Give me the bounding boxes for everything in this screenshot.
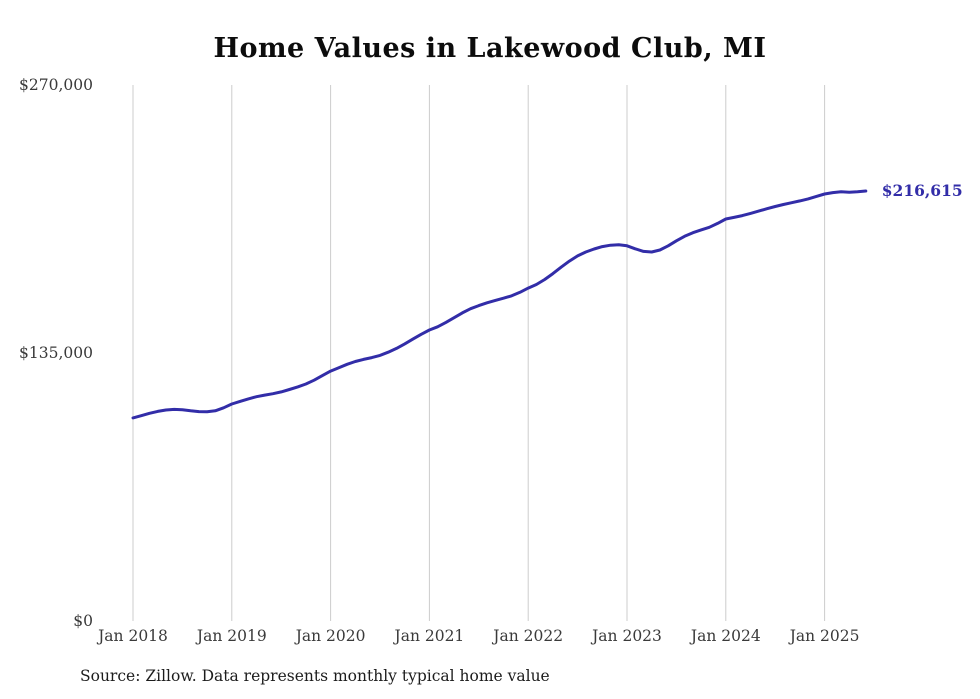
y-tick-label: $135,000: [19, 344, 93, 362]
y-tick-label: $270,000: [19, 76, 93, 94]
x-tick-label: Jan 2021: [392, 627, 464, 645]
x-tick-label: Jan 2019: [195, 627, 267, 645]
x-tick-label: Jan 2020: [294, 627, 366, 645]
x-tick-label: Jan 2018: [96, 627, 168, 645]
x-tick-label: Jan 2023: [590, 627, 662, 645]
x-tick-label: Jan 2024: [689, 627, 761, 645]
source-note: Source: Zillow. Data represents monthly …: [80, 667, 550, 685]
value-line: [131, 189, 868, 420]
chart-title: Home Values in Lakewood Club, MI: [213, 33, 767, 64]
y-tick-label: $0: [73, 612, 93, 630]
end-value-label: $216,615: [882, 181, 963, 200]
x-tick-label: Jan 2025: [788, 627, 860, 645]
x-tick-label: Jan 2022: [491, 627, 563, 645]
